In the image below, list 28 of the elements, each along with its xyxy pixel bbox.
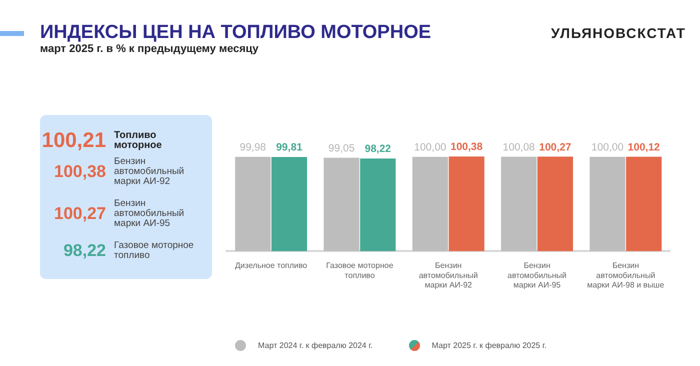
chart-subtitle: март 2025 г. в % к предыдущему месяцу xyxy=(40,43,259,55)
legend-label: Март 2025 г. к февралю 2025 г. xyxy=(432,341,546,350)
text: Топливо моторное xyxy=(114,130,163,152)
data-label: 100,27 xyxy=(539,141,572,154)
x-tick-label: Дизельное топливо xyxy=(235,261,308,270)
data-label: 100,00 xyxy=(414,142,446,154)
x-tick-label: Бензин автомобильный марки АИ-92 xyxy=(418,261,478,290)
data-label: 99,05 xyxy=(328,142,355,154)
x-tick-label: Бензин автомобильный марки АИ-95 xyxy=(508,261,567,290)
x-tick-label: Газовое моторное топливо xyxy=(326,261,394,280)
text: 100,27 xyxy=(53,204,106,224)
chart-title: ИНДЕКСЫ ЦЕН НА ТОПЛИВО МОТОРНОЕ xyxy=(40,22,432,44)
legend-label: Март 2024 г. к февралю 2024 г. xyxy=(258,341,373,350)
text: 98,22 xyxy=(62,241,106,261)
text: Бензин автомобильный марки АИ-92 xyxy=(114,156,186,187)
data-label: 100,38 xyxy=(450,141,483,154)
data-label: 100,12 xyxy=(628,141,660,154)
data-label: 100,00 xyxy=(591,142,624,154)
text: Бензин автомобильный марки АИ-95 xyxy=(114,198,186,229)
data-label: 98,22 xyxy=(364,143,392,156)
x-tick-label: Бензин автомобильный марки АИ-98 и выше xyxy=(587,261,665,290)
data-label: 100,08 xyxy=(502,141,536,154)
text: Газовое моторное топливо xyxy=(114,240,195,261)
data-label: 99,98 xyxy=(240,142,266,154)
text: УЛЬЯНОВСКСТАТ xyxy=(550,25,686,41)
text: 100,38 xyxy=(53,162,106,182)
data-label: 99,81 xyxy=(276,142,303,154)
text: 100,21 xyxy=(40,129,106,153)
